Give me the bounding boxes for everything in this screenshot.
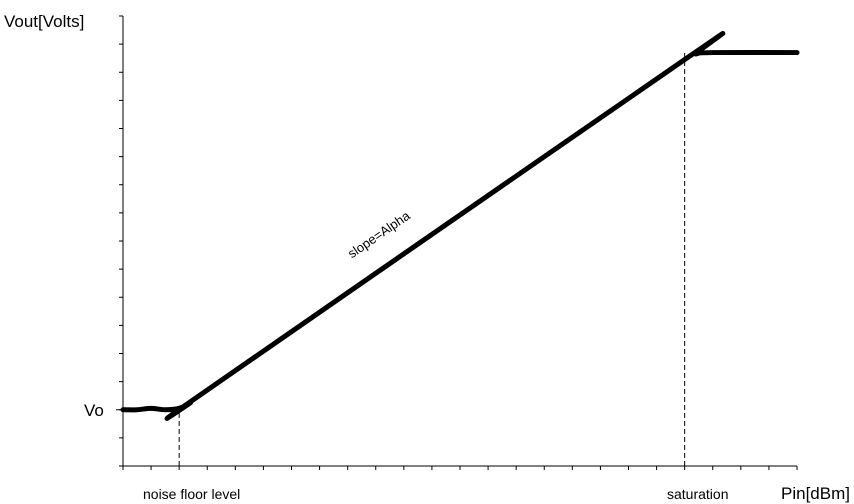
axes bbox=[122, 16, 797, 467]
y-axis-label: Vout[Volts] bbox=[4, 12, 84, 31]
reference-lines bbox=[178, 52, 686, 466]
x-tick-label-noise-floor: noise floor level bbox=[143, 486, 240, 502]
ticks bbox=[116, 15, 798, 470]
labels: Vout[Volts] Pin[dBm] Vo noise floor leve… bbox=[4, 12, 850, 503]
series-line bbox=[120, 30, 800, 421]
y-tick-label-vo: Vo bbox=[84, 401, 104, 420]
x-tick-label-saturation: saturation bbox=[667, 486, 728, 502]
x-axis-label: Pin[dBm] bbox=[781, 484, 850, 503]
